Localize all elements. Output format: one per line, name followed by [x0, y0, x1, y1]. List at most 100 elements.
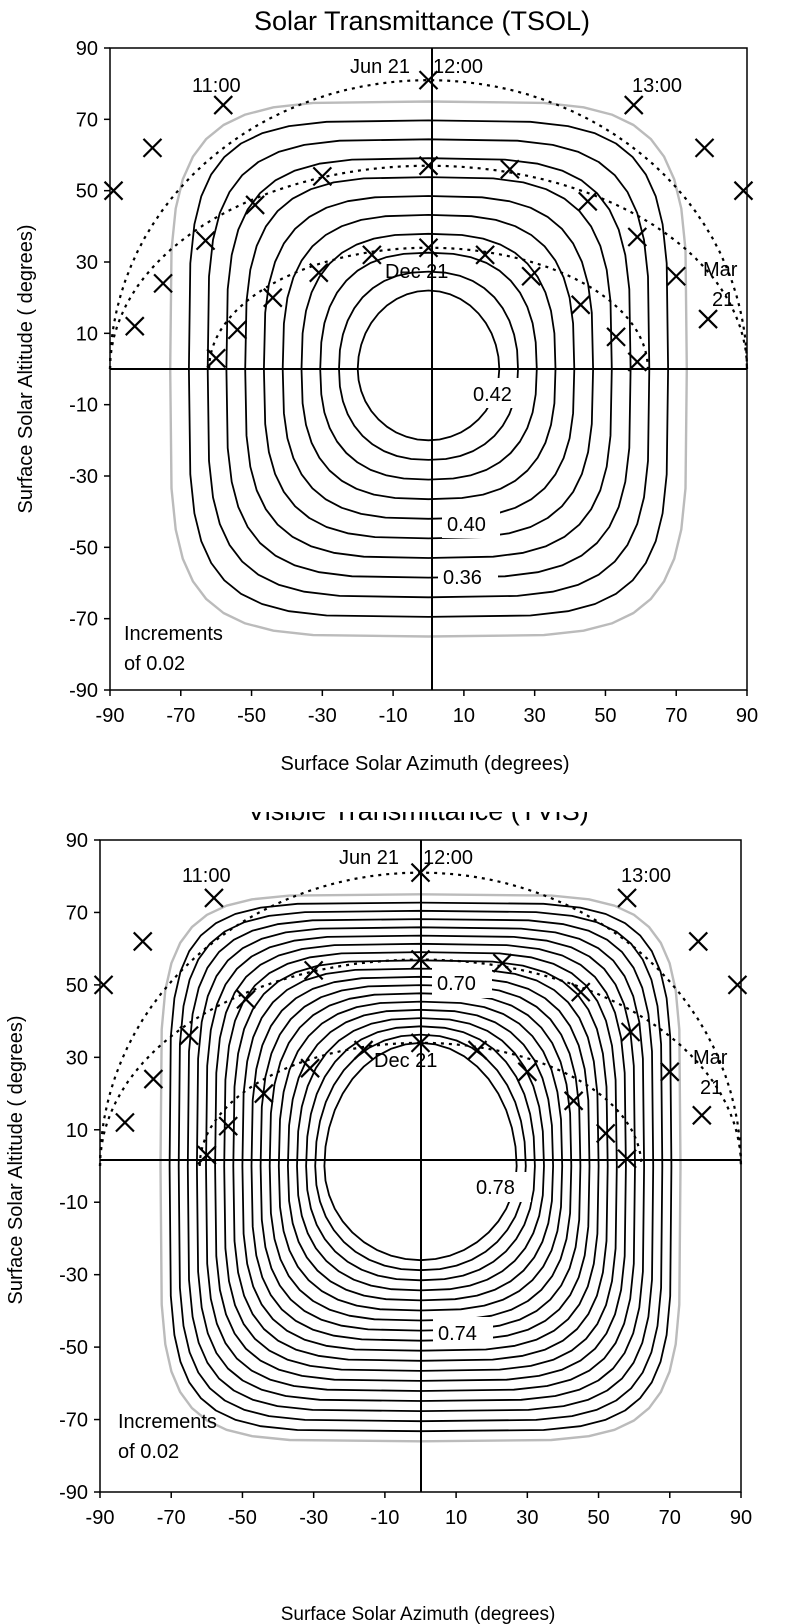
sun-position-marker: [698, 309, 718, 329]
contour-label: 0.40: [447, 514, 486, 536]
y-tick-label: 50: [76, 181, 98, 203]
sun-position-marker: [733, 180, 754, 201]
sun-position-marker: [303, 960, 324, 981]
contour-line: [159, 893, 682, 1443]
y-tick-marks: [104, 47, 110, 691]
sun-position-marker: [570, 982, 591, 1002]
y-tick-labels: 90 70 50 30 10 -10 -30 -50 -70 -90: [69, 38, 98, 702]
contour-line: [323, 1041, 518, 1262]
contour-line: [232, 959, 609, 1362]
contour-label: 0.36: [443, 567, 482, 589]
contour-line: [296, 1017, 545, 1292]
sun-position-marker: [245, 195, 265, 215]
sun-position-marker: [418, 70, 439, 90]
y-tick-label: -30: [59, 1265, 88, 1287]
sun-position-marker: [353, 1040, 374, 1060]
y-tick-label: -10: [59, 1192, 88, 1214]
sun-position-marker: [617, 1148, 637, 1169]
sun-position-marker: [227, 319, 248, 340]
x-tick-labels: -90 -70 -50 -30 -10 10 30 50 70 90: [86, 1507, 753, 1529]
y-tick-label: -30: [69, 466, 98, 488]
dec21-label: Dec 21: [385, 261, 448, 283]
sun-position-marker: [563, 1091, 584, 1111]
contour-line: [177, 909, 664, 1423]
x-tick-label: 50: [587, 1507, 609, 1529]
sun-position-marker: [595, 1123, 616, 1144]
y-tick-label: 30: [76, 252, 98, 274]
x-tick-label: 30: [524, 705, 546, 727]
sun-position-marker: [492, 953, 513, 973]
contour-line: [268, 992, 573, 1322]
y-tick-label: 10: [76, 323, 98, 345]
contour-line: [186, 918, 655, 1412]
x-tick-label: -70: [166, 705, 195, 727]
contour-line: [168, 901, 673, 1433]
chart-title: Visible Transmittance (TVIS): [247, 812, 589, 826]
contour-lines-layer: [159, 893, 682, 1443]
sun-position-marker: [500, 159, 520, 180]
contour-line: [250, 975, 591, 1342]
contour-line: [205, 934, 636, 1392]
y-tick-label: -10: [69, 395, 98, 417]
x-tick-label: -50: [228, 1507, 257, 1529]
y-tick-label: -70: [69, 609, 98, 631]
y-axis-label: Surface Solar Altitude ( degrees): [5, 1015, 27, 1304]
x-tick-label: 70: [659, 1507, 681, 1529]
sun-position-marker: [93, 975, 114, 995]
sun-position-marker: [236, 989, 256, 1010]
x-axis-label: Surface Solar Azimuth (degrees): [281, 1604, 556, 1624]
jun21-label: Jun 21: [339, 847, 399, 869]
x-axis-label: Surface Solar Azimuth (degrees): [280, 753, 569, 775]
sun-position-marker: [179, 1025, 199, 1046]
x-tick-label: -10: [379, 705, 408, 727]
contour-line: [287, 1008, 554, 1302]
contour-label: 0.70: [437, 973, 476, 995]
y-tick-label: -90: [59, 1482, 88, 1504]
sun-position-marker: [692, 1105, 712, 1126]
x-tick-label: 90: [736, 705, 758, 727]
y-tick-label: 90: [66, 830, 88, 852]
jun21-label: Jun 21: [350, 56, 410, 78]
mar21-label-line2: 21: [700, 1077, 722, 1099]
x-tick-label: 70: [665, 705, 687, 727]
increments-note-line1: Increments: [124, 623, 223, 645]
increments-note-line2: of 0.02: [118, 1441, 179, 1463]
sun-position-marker: [309, 262, 329, 283]
sun-position-marker: [627, 227, 648, 247]
x-tick-label: -70: [157, 1507, 186, 1529]
hour-label-12: 12:00: [433, 56, 483, 78]
dec21-label: Dec 21: [374, 1050, 437, 1072]
x-tick-label: 50: [594, 705, 616, 727]
y-tick-label: -50: [59, 1337, 88, 1359]
y-tick-label: 10: [66, 1120, 88, 1142]
sun-position-marker: [620, 1022, 641, 1042]
sun-position-marker: [197, 1145, 217, 1165]
sun-position-marker: [218, 1116, 238, 1136]
sun-position-marker: [727, 975, 748, 995]
y-tick-label: 70: [76, 109, 98, 131]
sun-position-marker: [694, 138, 715, 158]
contour-label: 0.42: [473, 384, 512, 406]
sun-position-marker: [312, 166, 333, 187]
x-tick-marks: [109, 690, 748, 696]
contour-line: [223, 951, 618, 1372]
y-tick-marks: [94, 839, 100, 1493]
x-tick-label: 30: [516, 1507, 538, 1529]
sun-position-marker: [659, 1062, 680, 1082]
hour-label-13: 13:00: [632, 75, 682, 97]
chart-title: Solar Transmittance (TSOL): [254, 6, 590, 36]
y-tick-label: -70: [59, 1410, 88, 1432]
x-tick-label: -90: [86, 1507, 115, 1529]
sun-position-marker: [627, 352, 648, 372]
sun-position-marker: [263, 287, 283, 308]
sun-position-marker: [666, 266, 687, 287]
sun-position-marker: [577, 191, 598, 212]
sun-position-marker: [142, 138, 163, 158]
x-tick-marks: [99, 1492, 742, 1498]
sun-position-marker: [617, 888, 637, 908]
sun-position-marker: [115, 1112, 135, 1133]
hour-label-11: 11:00: [192, 75, 241, 97]
sun-path-layer: [103, 70, 754, 372]
contour-line: [277, 1000, 564, 1312]
sun-position-marker: [204, 888, 224, 908]
